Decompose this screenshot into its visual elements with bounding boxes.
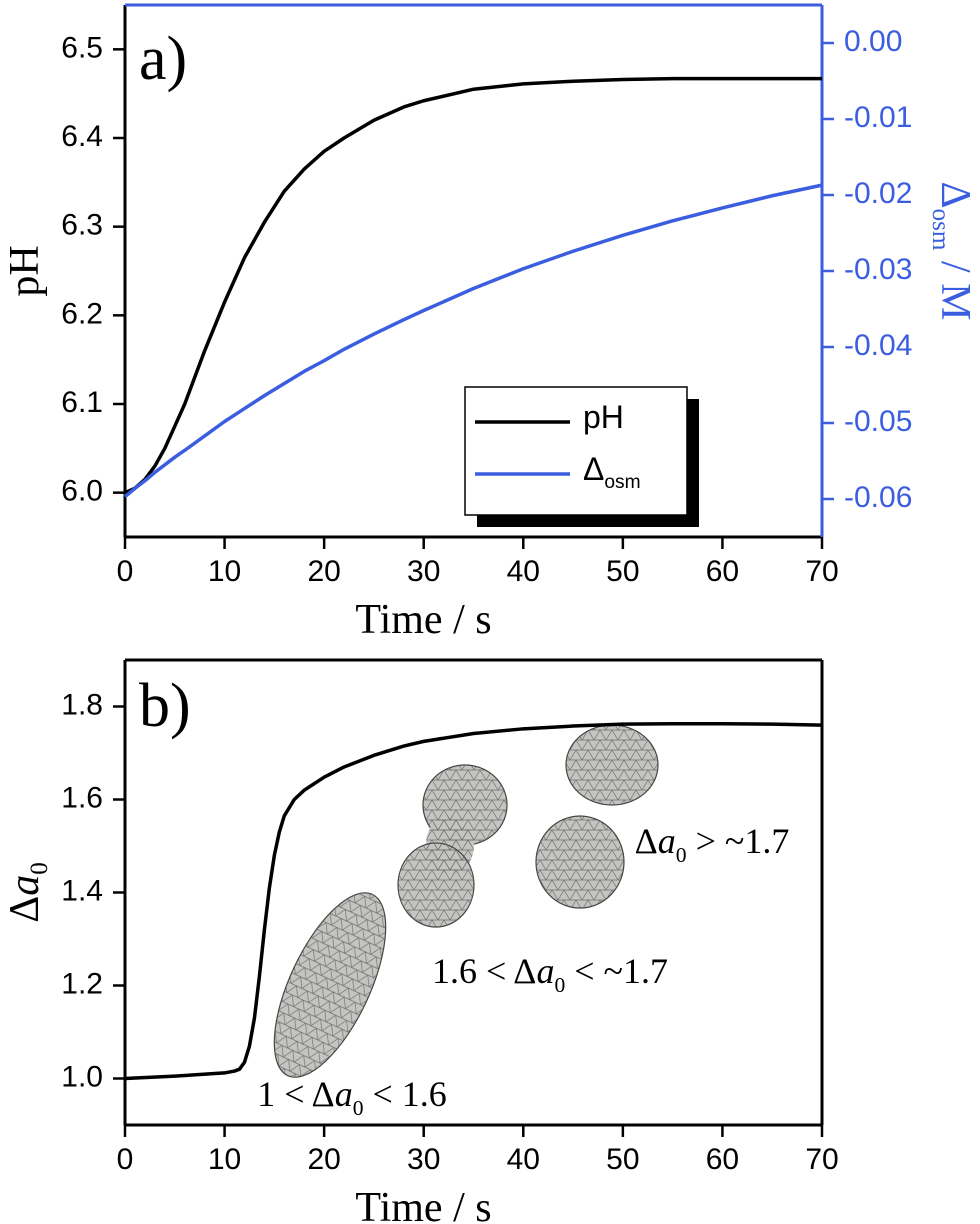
- y-tick-label: 1.6: [61, 781, 103, 814]
- x-tick-label: 50: [606, 555, 639, 588]
- x-axis-title: Time / s: [355, 1185, 491, 1224]
- panel-label: b): [139, 672, 191, 740]
- x-tick-label: 40: [507, 1143, 540, 1176]
- x-tick-label: 20: [307, 1143, 340, 1176]
- x-tick-label: 60: [706, 555, 739, 588]
- x-tick-label: 70: [805, 555, 838, 588]
- y2-tick-label: -0.06: [844, 481, 912, 514]
- series-line: [124, 721, 823, 1081]
- y-tick-label: 6.0: [61, 475, 103, 508]
- x-tick-label: 60: [706, 1143, 739, 1176]
- y-tick-label: 6.1: [61, 386, 103, 419]
- vesicle-illustrations: [273, 724, 659, 1078]
- annotation: 1.6 < Δa0 < ~1.7: [432, 951, 668, 997]
- x-tick-label: 10: [208, 555, 241, 588]
- legend-label: Δosm: [583, 451, 641, 492]
- series-line: [124, 76, 822, 495]
- y2-tick-label: -0.02: [844, 177, 912, 210]
- x-tick-label: 40: [507, 555, 540, 588]
- y-axis-title: Δa0: [2, 862, 54, 923]
- y-tick-label: 1.0: [61, 1060, 103, 1093]
- panel: 0 10 20 30 40 50 60 70 1.0 1.2 1.4 1.6 1.8 Time / s Δa…: [2, 658, 839, 1224]
- y-tick-label: 6.3: [61, 209, 103, 242]
- x-tick-label: 20: [307, 555, 340, 588]
- x-tick-label: 0: [117, 555, 134, 588]
- y2-tick-label: -0.03: [844, 253, 912, 286]
- annotation: 1 < Δa0 < 1.6: [257, 1074, 447, 1120]
- y2-tick-label: -0.01: [844, 101, 912, 134]
- x-tick-label: 70: [805, 1143, 838, 1176]
- x-axis-title: Time / s: [355, 597, 491, 643]
- x-tick-label: 30: [407, 555, 440, 588]
- legend: pH Δosm: [464, 386, 699, 527]
- y-tick-label: 6.4: [61, 120, 103, 153]
- panel: 0 10 20 30 40 50 60 70 6.0 6.1 6.2 6.3 6.4 6.5 -0.06 -0…: [2, 3, 979, 643]
- y2-axis-title: Δosm / M: [927, 181, 979, 320]
- x-tick-label: 30: [407, 1143, 440, 1176]
- y-axis-title: pH: [2, 245, 48, 296]
- y-tick-label: 1.4: [61, 874, 103, 907]
- annotation: Δa0 > ~1.7: [635, 821, 790, 867]
- x-tick-label: 10: [208, 1143, 241, 1176]
- legend-box: [464, 386, 688, 516]
- x-tick-label: 50: [606, 1143, 639, 1176]
- y2-tick-label: -0.05: [844, 405, 912, 438]
- y-tick-label: 6.2: [61, 297, 103, 330]
- y-tick-label: 1.8: [61, 688, 103, 721]
- series-line: [123, 183, 823, 499]
- y2-tick-label: 0.00: [844, 25, 902, 58]
- x-tick-label: 0: [117, 1143, 134, 1176]
- legend-label: pH: [583, 399, 624, 435]
- panel-label: a): [139, 25, 187, 93]
- y-tick-label: 6.5: [61, 31, 103, 64]
- y2-tick-label: -0.04: [844, 329, 912, 362]
- y-tick-label: 1.2: [61, 967, 103, 1000]
